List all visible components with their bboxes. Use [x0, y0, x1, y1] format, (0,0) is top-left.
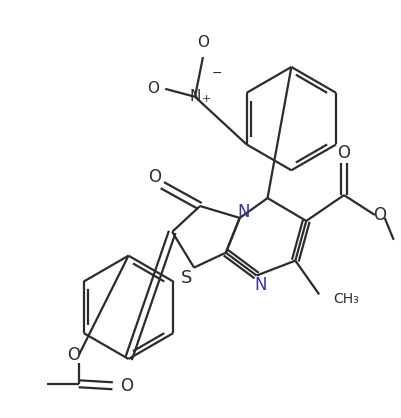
Text: O: O	[337, 144, 350, 162]
Text: S: S	[180, 268, 191, 286]
Text: −: −	[211, 67, 222, 80]
Text: O: O	[148, 168, 160, 186]
Text: CH₃: CH₃	[332, 292, 358, 306]
Text: O: O	[120, 377, 133, 395]
Text: N: N	[189, 89, 200, 104]
Text: O: O	[372, 206, 385, 224]
Text: O: O	[147, 82, 159, 96]
Text: N: N	[237, 203, 249, 221]
Text: +: +	[201, 94, 211, 104]
Text: O: O	[196, 35, 209, 50]
Text: O: O	[67, 346, 80, 364]
Text: N: N	[254, 276, 266, 294]
